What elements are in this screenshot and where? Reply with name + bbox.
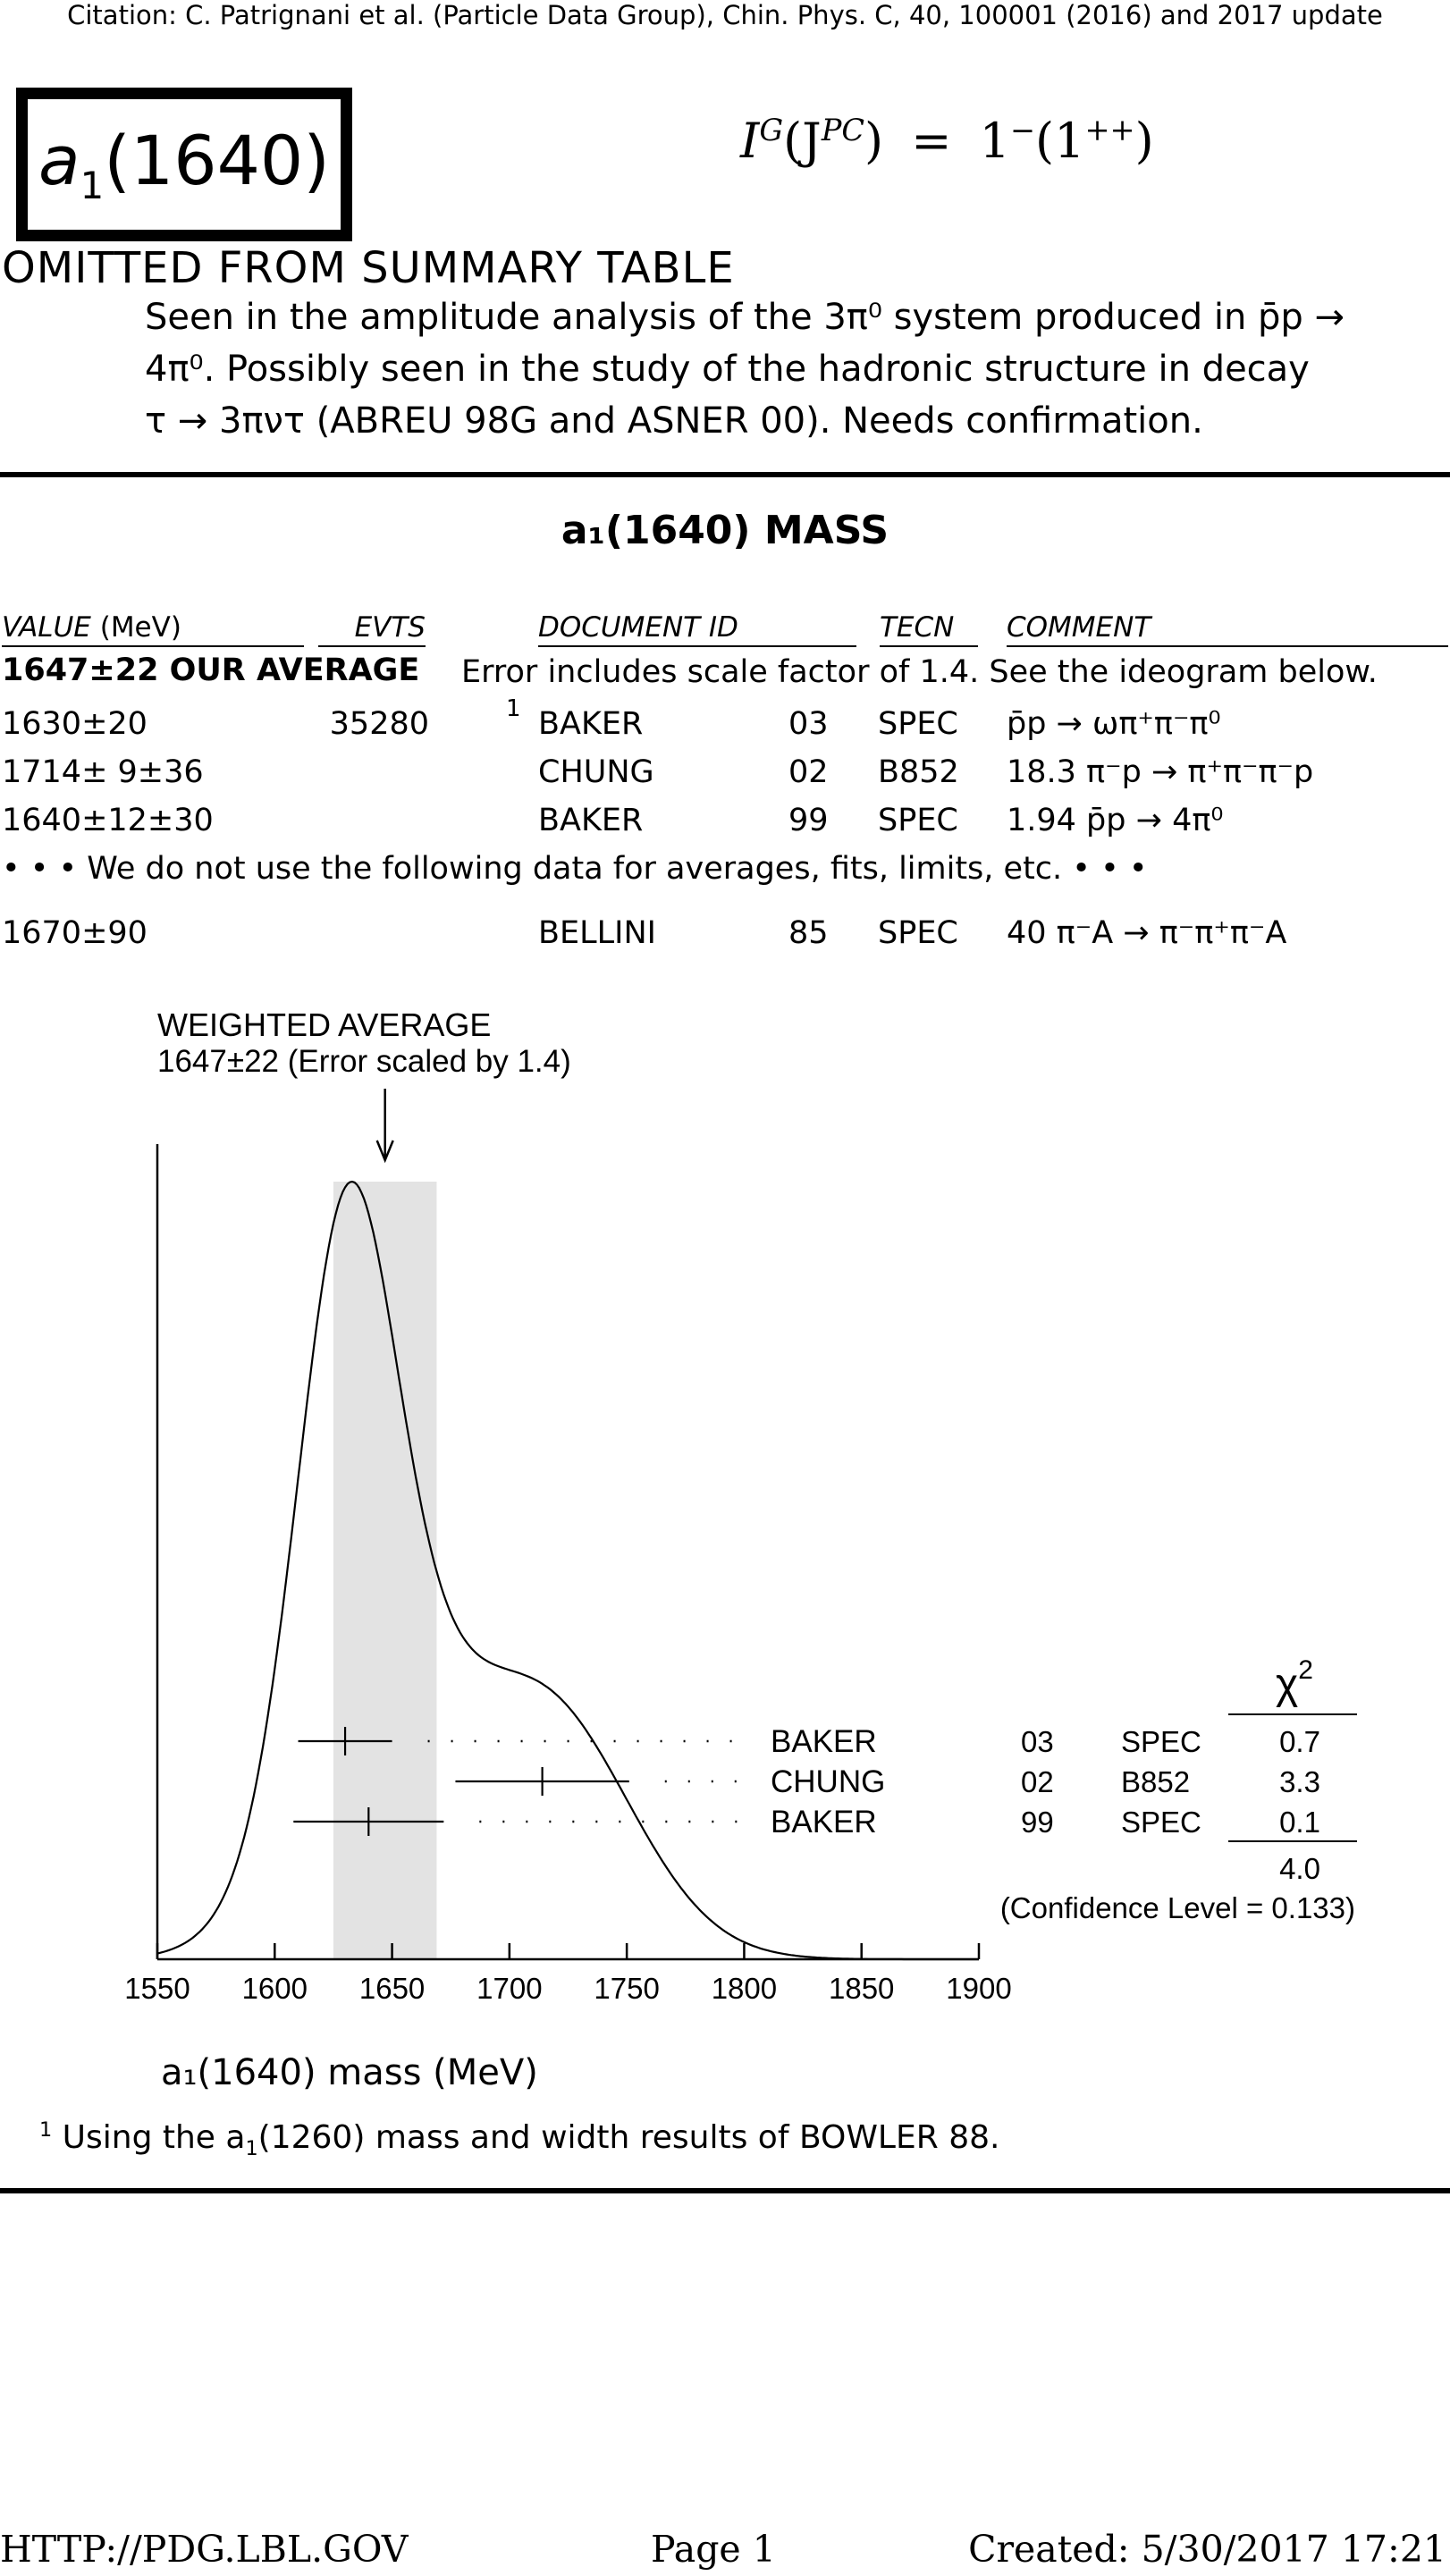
ideogram-curve — [156, 1180, 979, 1961]
chi2-header: χ2 — [1276, 1655, 1313, 1708]
footer-created: Created: 5/30/2017 17:21 — [968, 2528, 1446, 2571]
chart-subtitle: 1647±22 (Error scaled by 1.4) — [157, 1044, 571, 1079]
top-divider — [0, 472, 1450, 477]
row-tecn: SPEC — [878, 706, 958, 742]
row-value: 1714± 9±36 — [2, 754, 204, 790]
row-value: 1670±90 — [2, 915, 148, 951]
row-footnote-mark: 1 — [506, 695, 521, 722]
header-document-id: DOCUMENT ID — [538, 611, 856, 647]
x-tick-label: 1800 — [712, 1972, 777, 2005]
row-doc: BAKER — [538, 706, 644, 742]
header-evts: EVTS — [318, 611, 426, 647]
average-arrow-head — [375, 1140, 394, 1164]
row-tecn: B852 — [878, 754, 959, 790]
x-tick-label: 1700 — [476, 1972, 542, 2005]
quantum-numbers: IG(JPC) = 1−(1++) — [740, 113, 1154, 169]
chart-title: WEIGHTED AVERAGE — [157, 1006, 491, 1043]
row-year: 99 — [788, 803, 829, 838]
x-tick-label: 1850 — [829, 1972, 894, 2005]
description-line-2: 4π⁰. Possibly seen in the study of the h… — [145, 349, 1310, 390]
measurement-tecn: B852 — [1121, 1765, 1190, 1798]
header-tecn: TECN — [880, 611, 978, 647]
chart-plot-area: 1550 1600 1650 1700 1750 1800 1850 1900 BAKER 03 S… — [124, 1089, 1357, 2005]
omitted-heading: OMITTED FROM SUMMARY TABLE — [2, 243, 735, 293]
x-tick-label: 1600 — [242, 1972, 308, 2005]
row-comment: 1.94 p̄p → 4π⁰ — [1007, 803, 1224, 838]
row-tecn: SPEC — [878, 803, 958, 838]
chart-xlabel: a₁(1640) mass (MeV) — [161, 2052, 538, 2093]
row-value: 1630±20 — [2, 706, 148, 742]
measurement-label: BAKER — [771, 1805, 877, 1839]
ideogram-chart: WEIGHTED AVERAGE 1647±22 (Error scaled b… — [124, 1006, 1357, 2005]
section-title: a₁(1640) MASS — [561, 508, 889, 553]
particle-name: a1(1640) — [38, 121, 330, 208]
footnote-text-post: (1260) mass and width results of BOWLER … — [257, 2119, 1000, 2156]
measurement-label: BAKER — [771, 1724, 877, 1759]
measurement-year: 99 — [1021, 1806, 1054, 1839]
average-value: 1647±22 OUR AVERAGE — [2, 652, 420, 688]
row-doc: CHUNG — [538, 754, 654, 790]
measurement-year: 03 — [1021, 1725, 1054, 1758]
description-line-3: τ → 3πντ (ABREU 98G and ASNER 00). Needs… — [145, 400, 1203, 442]
row-tecn: SPEC — [878, 915, 958, 951]
footer-url[interactable]: HTTP://PDG.LBL.GOV — [0, 2528, 409, 2571]
row-doc: BAKER — [538, 803, 644, 838]
not-used-note: • • • We do not use the following data f… — [2, 851, 1148, 887]
row-evts: 35280 — [329, 706, 429, 742]
footnote-text-pre: Using the a — [62, 2119, 246, 2156]
header-comment: COMMENT — [1007, 611, 1448, 647]
row-year: 85 — [788, 915, 829, 951]
measurement-tecn: SPEC — [1121, 1806, 1201, 1839]
row-comment: 18.3 π⁻p → π⁺π⁻π⁻p — [1007, 754, 1314, 790]
average-band — [333, 1182, 437, 1959]
bottom-divider — [0, 2188, 1450, 2193]
citation: Citation: C. Patrignani et al. (Particle… — [67, 0, 1383, 30]
x-tick-label: 1550 — [124, 1972, 190, 2005]
description-line-1: Seen in the amplitude analysis of the 3π… — [145, 297, 1345, 338]
footer-page: Page 1 — [651, 2528, 776, 2571]
measurement-chi2: 3.3 — [1279, 1765, 1320, 1798]
x-tick-label: 1750 — [594, 1972, 659, 2005]
row-comment: 40 π⁻A → π⁻π⁺π⁻A — [1007, 915, 1287, 951]
row-comment: p̄p → ωπ⁺π⁻π⁰ — [1007, 706, 1221, 742]
measurement-year: 02 — [1021, 1765, 1054, 1798]
footnote-mark: 1 — [39, 2118, 53, 2142]
x-tick-label: 1650 — [359, 1972, 425, 2005]
measurement-label: CHUNG — [771, 1764, 885, 1799]
particle-title-box: a1(1640) — [16, 88, 352, 241]
confidence-level: (Confidence Level = 0.133) — [1000, 1891, 1355, 1924]
row-value: 1640±12±30 — [2, 803, 214, 838]
row-year: 02 — [788, 754, 829, 790]
chi2-total: 4.0 — [1279, 1852, 1320, 1885]
row-year: 03 — [788, 706, 829, 742]
measurement-chi2: 0.7 — [1279, 1725, 1320, 1758]
average-note: Error includes scale factor of 1.4. See … — [461, 654, 1378, 690]
measurement-tecn: SPEC — [1121, 1725, 1201, 1758]
x-tick-label: 1900 — [946, 1972, 1011, 2005]
header-value: VALUE (MeV) — [2, 611, 304, 647]
measurement-chi2: 0.1 — [1279, 1806, 1320, 1839]
footnote: 1 Using the a1(1260) mass and width resu… — [39, 2118, 1000, 2161]
row-doc: BELLINI — [538, 915, 656, 951]
